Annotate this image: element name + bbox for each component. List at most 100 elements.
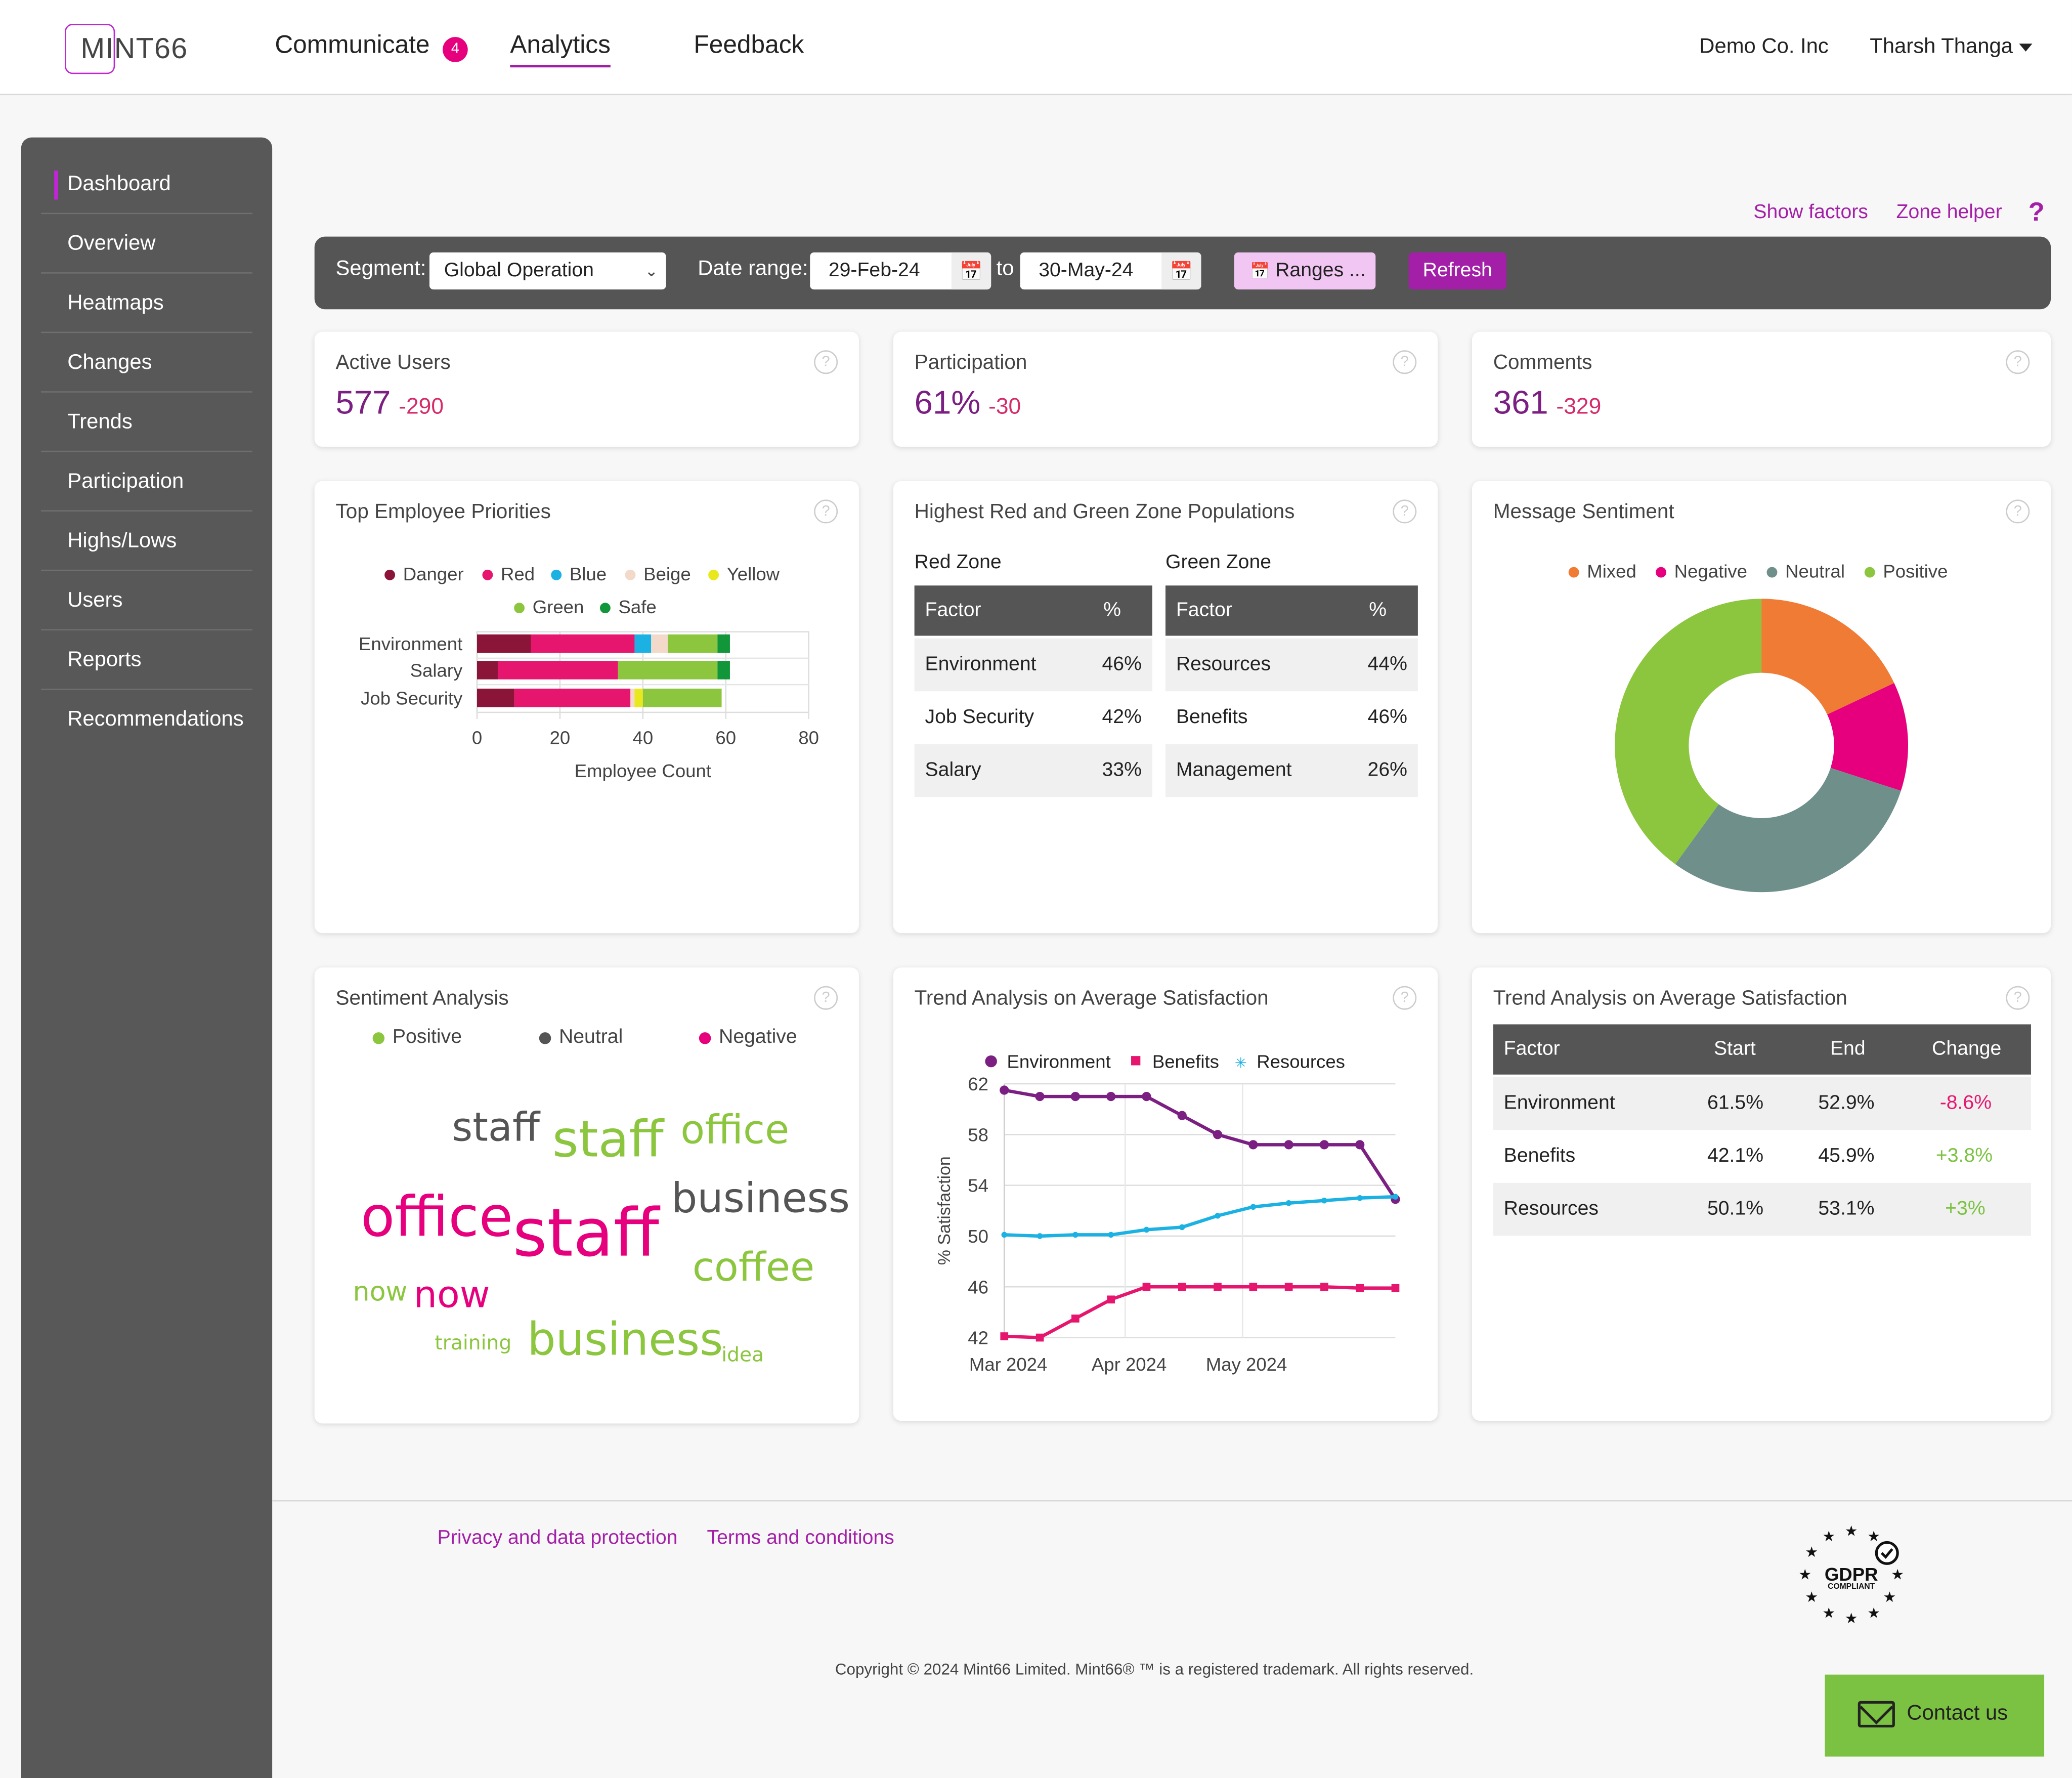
y-tick-label: 58 <box>968 1124 988 1145</box>
nav-communicate[interactable]: Communicate <box>275 31 430 60</box>
sidebar-item-dashboard[interactable]: Dashboard <box>40 155 252 215</box>
sidebar-item-heatmaps[interactable]: Heatmaps <box>40 274 252 333</box>
date-to-input[interactable]: 30-May-24 📅 <box>1020 252 1201 290</box>
refresh-button[interactable]: Refresh <box>1408 252 1506 290</box>
help-circle-icon[interactable]: ? <box>2006 986 2030 1010</box>
legend-item[interactable]: Blue <box>551 563 607 584</box>
sidebar-item-changes[interactable]: Changes <box>40 333 252 393</box>
legend-item[interactable]: Yellow <box>708 563 780 584</box>
help-circle-icon[interactable]: ? <box>814 350 838 374</box>
ranges-button[interactable]: 📅 Ranges ... <box>1234 252 1376 290</box>
sidebar-item-reports[interactable]: Reports <box>40 630 252 690</box>
cloud-word[interactable]: office <box>680 1108 790 1154</box>
cloud-word[interactable]: staff <box>452 1105 540 1152</box>
legend-item[interactable]: Mixed <box>1568 561 1636 581</box>
y-tick-label: 50 <box>968 1226 988 1247</box>
bar-segment <box>514 688 631 707</box>
cloud-word[interactable]: training <box>435 1331 512 1355</box>
sidebar-item-users[interactable]: Users <box>40 571 252 631</box>
help-circle-icon[interactable]: ? <box>1393 499 1417 524</box>
nav-feedback[interactable]: Feedback <box>694 31 804 60</box>
date-from-input[interactable]: 29-Feb-24 📅 <box>810 252 991 290</box>
metric-card-active-users: Active Users ? 577 -290 <box>314 331 859 447</box>
legend-label: Positive <box>1883 560 1948 582</box>
legend-label: Negative <box>719 1026 797 1048</box>
donut-slice <box>1615 599 1762 864</box>
legend-label: Neutral <box>558 1026 623 1048</box>
help-icon[interactable]: ? <box>2028 198 2045 228</box>
logo-text[interactable]: MINT66 <box>80 31 188 65</box>
cloud-word[interactable]: staff <box>512 1195 659 1272</box>
help-circle-icon[interactable]: ? <box>814 499 838 524</box>
sidebar-item-trends[interactable]: Trends <box>40 393 252 452</box>
legend-item[interactable]: Negative <box>699 1026 797 1048</box>
x-tick-label: May 2024 <box>1206 1354 1287 1375</box>
help-circle-icon[interactable]: ? <box>2006 350 2030 374</box>
legend-item[interactable]: Positive <box>372 1026 462 1048</box>
legend-item[interactable]: Beige <box>625 563 691 584</box>
table-row: Job Security 42% <box>915 691 1152 744</box>
sidebar-item-overview[interactable]: Overview <box>40 214 252 274</box>
card-title: Trend Analysis on Average Satisfaction <box>1493 987 1847 1010</box>
cloud-word[interactable]: business <box>527 1314 723 1367</box>
card-title: Active Users <box>335 351 451 374</box>
cloud-word[interactable]: office <box>361 1184 513 1249</box>
data-point <box>1213 1130 1223 1139</box>
legend-marker: ✳ <box>1235 1055 1247 1072</box>
legend-item[interactable]: Neutral <box>1766 560 1845 582</box>
user-menu[interactable]: Tharsh Thanga <box>1870 36 2033 60</box>
calendar-icon[interactable]: 📅 <box>1161 252 1201 290</box>
legend-item[interactable]: Danger <box>384 563 464 584</box>
cloud-word[interactable]: now <box>413 1273 490 1317</box>
row-factor: Benefits <box>1176 705 1248 729</box>
company-name[interactable]: Demo Co. Inc <box>1699 35 1829 58</box>
x-axis-title: Employee Count <box>575 760 711 781</box>
sidebar-item-recommendations[interactable]: Recommendations <box>67 708 244 731</box>
calendar-icon[interactable]: 📅 <box>951 252 991 290</box>
terms-link[interactable]: Terms and conditions <box>707 1527 894 1549</box>
series-line <box>1004 1195 1396 1238</box>
sidebar-item-highs-lows[interactable]: Highs/Lows <box>40 512 252 571</box>
sidebar-item-participation[interactable]: Participation <box>40 452 252 512</box>
data-point <box>1037 1233 1043 1239</box>
cloud-word[interactable]: coffee <box>692 1245 815 1292</box>
col-factor: Factor <box>925 599 981 621</box>
notification-badge: 4 <box>443 37 468 62</box>
data-point <box>1106 1091 1116 1102</box>
bar-segment <box>717 634 730 653</box>
footer-divider <box>272 1500 2072 1502</box>
legend-item[interactable]: Neutral <box>539 1026 623 1048</box>
svg-text:★: ★ <box>1805 1543 1818 1560</box>
legend-item[interactable]: Safe <box>599 596 657 617</box>
help-circle-icon[interactable]: ? <box>2006 499 2030 524</box>
data-point <box>1320 1283 1328 1291</box>
segment-select[interactable]: Global Operation ⌄ <box>429 252 666 290</box>
row-factor: Job Security <box>925 705 1034 729</box>
legend-item[interactable]: Negative <box>1656 561 1747 581</box>
legend-label: Neutral <box>1785 560 1845 582</box>
contact-us-button[interactable]: Contact us <box>1825 1674 2045 1757</box>
sentiment-legend: Mixed Negative Neutral Positive <box>1472 561 2051 587</box>
cloud-word[interactable]: now <box>353 1275 408 1307</box>
zone-helper-link[interactable]: Zone helper <box>1896 201 2002 224</box>
card-title: Top Employee Priorities <box>335 501 551 524</box>
privacy-link[interactable]: Privacy and data protection <box>437 1527 678 1549</box>
nav-analytics[interactable]: Analytics <box>510 32 611 68</box>
cloud-word[interactable]: idea <box>721 1342 764 1367</box>
bar-segment <box>618 661 718 680</box>
help-circle-icon[interactable]: ? <box>1393 986 1417 1010</box>
data-point <box>1284 1140 1293 1150</box>
logo-icon[interactable] <box>64 24 115 74</box>
legend-item[interactable]: Red <box>482 563 535 584</box>
sidebar: Dashboard Overview Heatmaps Changes Tren… <box>21 137 273 1778</box>
help-circle-icon[interactable]: ? <box>1393 350 1417 374</box>
show-factors-link[interactable]: Show factors <box>1753 201 1868 224</box>
cloud-word[interactable]: business <box>671 1175 850 1223</box>
envelope-icon <box>1858 1701 1895 1728</box>
legend-dot <box>1568 567 1579 578</box>
legend-item[interactable]: Green <box>514 596 584 617</box>
legend-item[interactable]: Positive <box>1864 560 1948 582</box>
metric-value: 61% -30 <box>915 385 1021 423</box>
help-circle-icon[interactable]: ? <box>814 986 838 1010</box>
cloud-word[interactable]: staff <box>552 1110 664 1169</box>
